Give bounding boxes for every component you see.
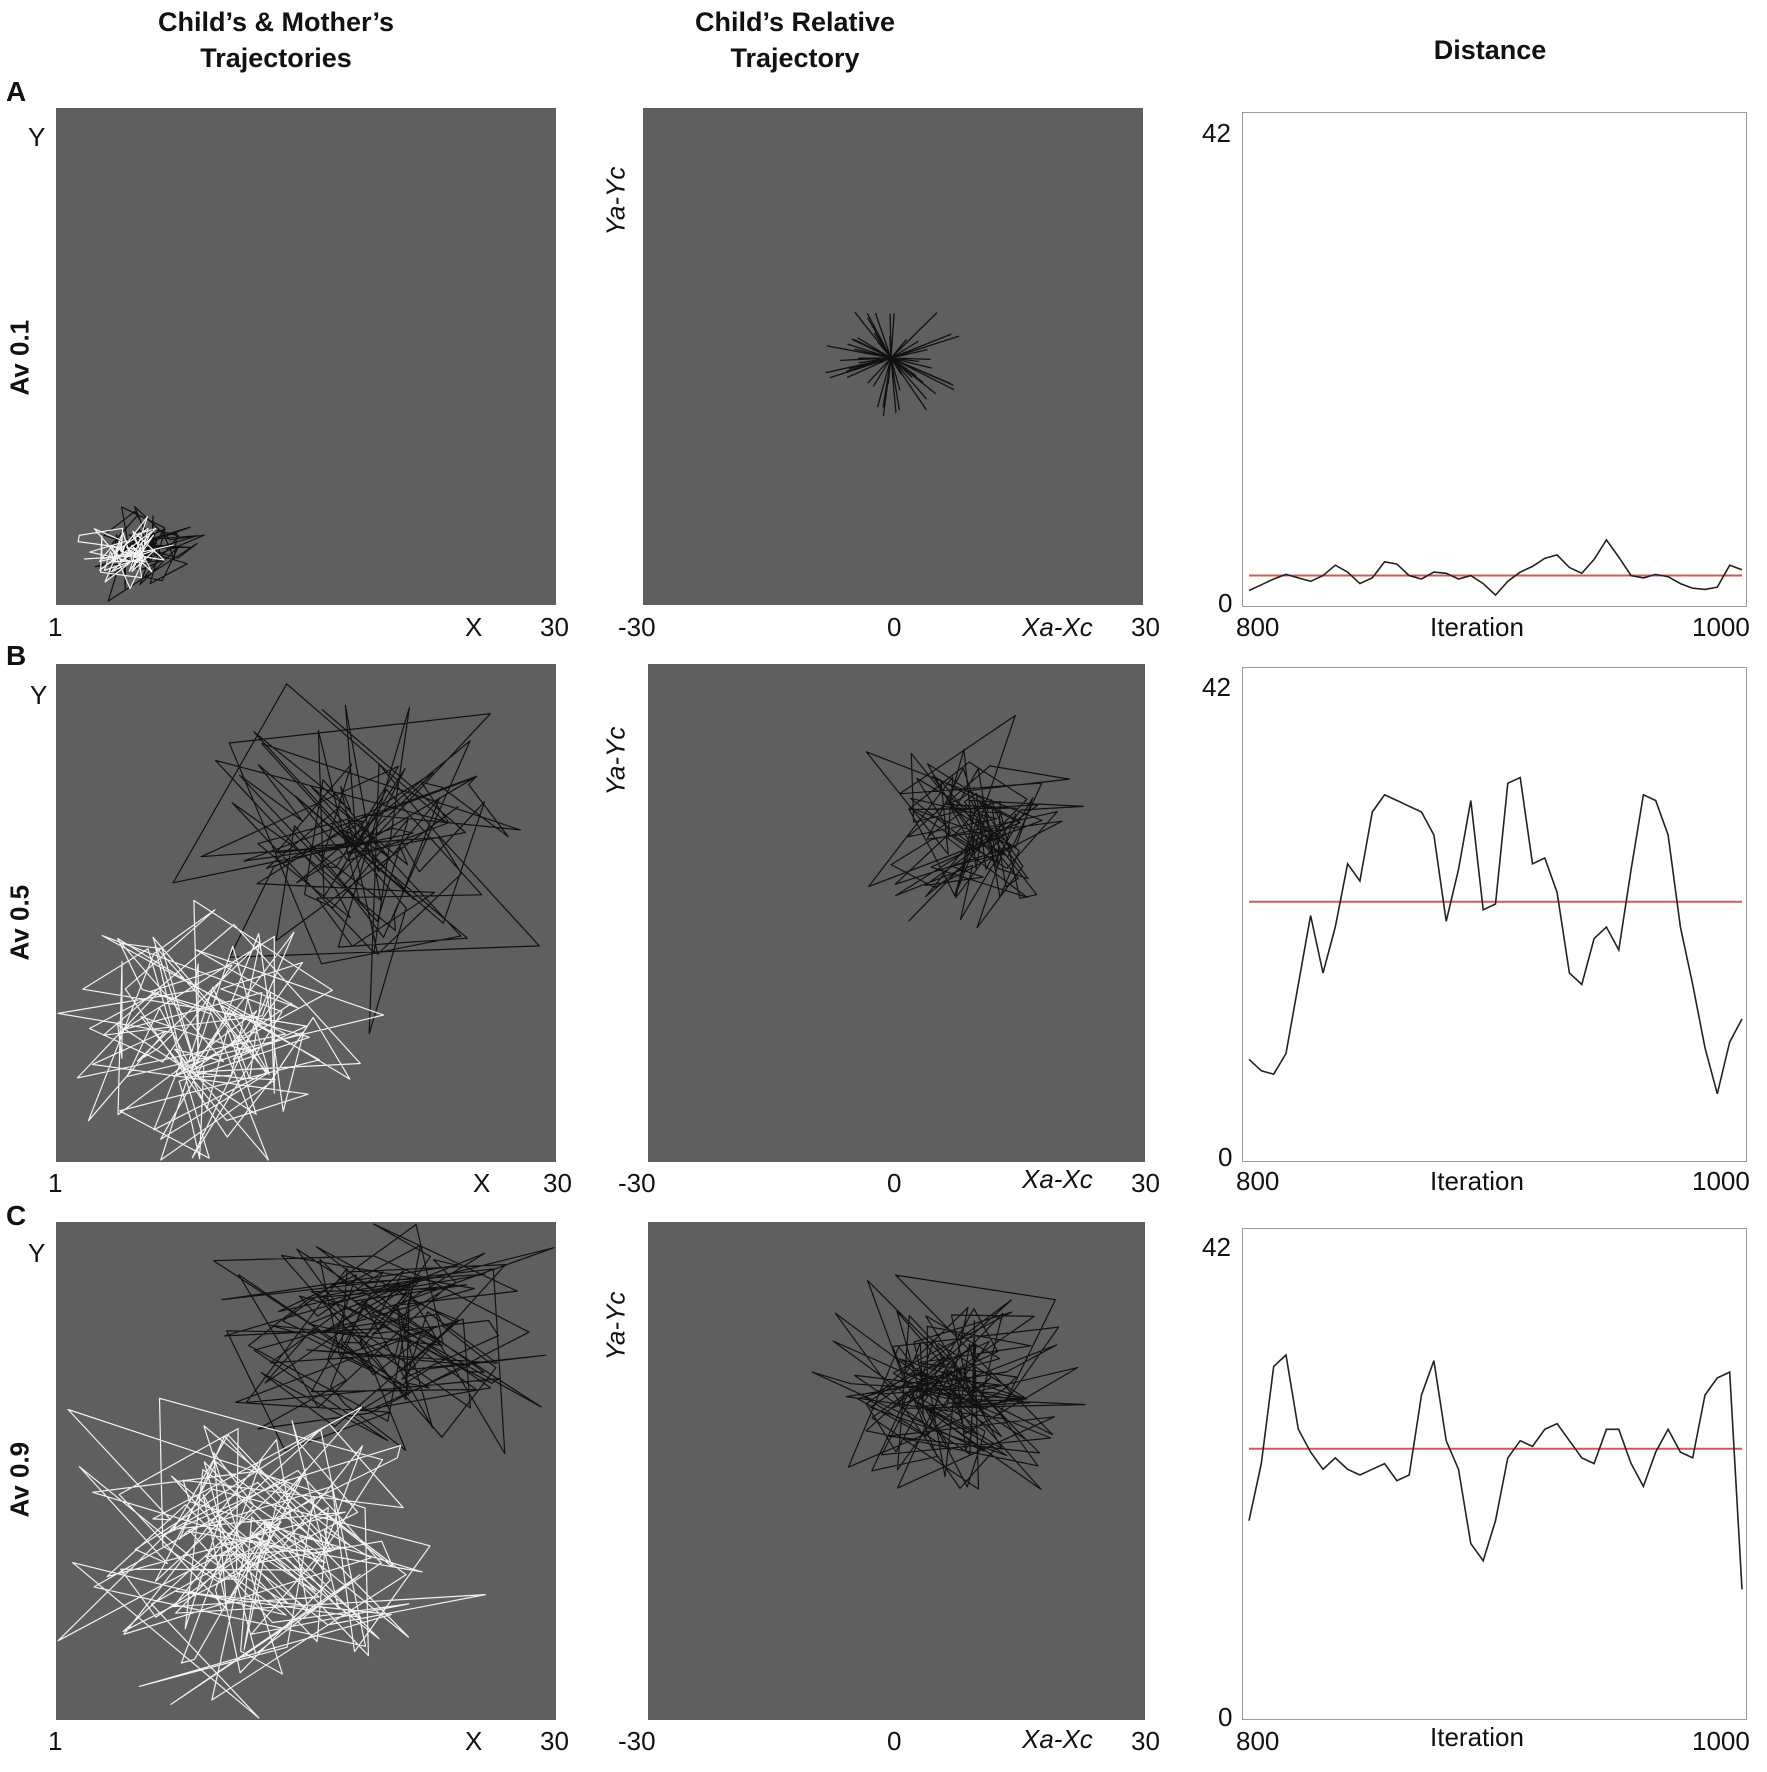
- dist-y-min-a: 0: [1218, 588, 1233, 618]
- abs-x-min-c: 1: [48, 1726, 63, 1756]
- row-label-c: Av 0.9: [4, 1441, 35, 1518]
- dist-x-label-c: Iteration: [1430, 1722, 1524, 1752]
- distance-series-line-b: [1248, 776, 1743, 1095]
- rel-trajectory-svg-b: [865, 714, 1084, 929]
- dist-x-min-c: 800: [1236, 1726, 1280, 1756]
- rel-y-label-a: Ya-Yc: [600, 166, 631, 236]
- abs-trajectory-svg-a: [77, 506, 205, 602]
- mother-trajectory-b: [57, 899, 385, 1161]
- rel-trajectory-plot-b: [648, 664, 1145, 1162]
- dist-y-max-b: 42: [1202, 672, 1231, 702]
- dist-y-min-b: 0: [1218, 1142, 1233, 1172]
- abs-trajectory-plot-b: [56, 664, 556, 1162]
- abs-trajectory-svg-b: [57, 683, 540, 1161]
- rel-x-label-b: Xa-Xc: [1022, 1164, 1093, 1194]
- abs-x-max-a: 30: [540, 612, 569, 642]
- rel-x-min-b: -30: [618, 1168, 656, 1198]
- dist-x-label-a: Iteration: [1430, 612, 1524, 642]
- dist-y-min-c: 0: [1218, 1702, 1233, 1732]
- abs-x-min-a: 1: [48, 612, 63, 642]
- panel-letter-c: C: [6, 1200, 27, 1231]
- distance-series-line-c: [1248, 1353, 1743, 1590]
- dist-x-max-b: 1000: [1692, 1166, 1750, 1196]
- column-title-line1: Child’s Relative: [694, 7, 896, 37]
- column-title-distance: Distance: [1433, 35, 1547, 65]
- mother-trajectory-a: [77, 516, 174, 590]
- relative-trajectory-child-c: [811, 1274, 1086, 1490]
- distance-plot-a: [1242, 112, 1747, 607]
- rel-trajectory-svg-c: [811, 1274, 1086, 1490]
- abs-x-label-a: X: [465, 612, 483, 642]
- rel-x-label-c: Xa-Xc: [1022, 1724, 1093, 1754]
- distance-svg-a: [1248, 538, 1743, 597]
- rel-x-max-a: 30: [1131, 612, 1160, 642]
- child-trajectory-a: [94, 506, 205, 602]
- abs-x-max-c: 30: [540, 1726, 569, 1756]
- column-title-relative: Child’s Relative Trajectory: [655, 4, 935, 76]
- rel-x-max-c: 30: [1131, 1726, 1160, 1756]
- abs-x-label-b: X: [473, 1168, 491, 1198]
- rel-y-label-c: Ya-Yc: [600, 1291, 631, 1361]
- distance-svg-b: [1248, 776, 1743, 1095]
- relative-trajectory-child-b: [865, 714, 1084, 929]
- rel-trajectory-svg-a: [825, 311, 960, 416]
- rel-x-zero-b: 0: [887, 1168, 902, 1198]
- dist-x-label-b: Iteration: [1430, 1166, 1524, 1196]
- abs-trajectory-plot-a: [56, 108, 556, 605]
- abs-x-label-c: X: [465, 1726, 483, 1756]
- rel-x-zero-a: 0: [887, 612, 902, 642]
- panel-letter-b: B: [6, 640, 27, 671]
- rel-trajectory-plot-c: [648, 1222, 1145, 1720]
- dist-x-max-c: 1000: [1692, 1726, 1750, 1756]
- column-title-line1: Child’s & Mother’s: [157, 7, 394, 37]
- abs-x-max-b: 30: [543, 1168, 572, 1198]
- rel-x-min-c: -30: [618, 1726, 656, 1756]
- row-label-b: Av 0.5: [4, 884, 35, 961]
- rel-y-label-b: Ya-Yc: [600, 726, 631, 796]
- abs-trajectory-plot-c: [56, 1222, 556, 1720]
- rel-x-max-b: 30: [1131, 1168, 1160, 1198]
- dist-y-max-a: 42: [1202, 118, 1231, 148]
- abs-y-label-a: Y: [28, 122, 46, 152]
- distance-series-line-a: [1248, 538, 1743, 597]
- dist-y-max-c: 42: [1202, 1232, 1231, 1262]
- abs-y-label-b: Y: [30, 680, 48, 710]
- distance-plot-b: [1242, 667, 1747, 1162]
- rel-x-min-a: -30: [618, 612, 656, 642]
- distance-plot-c: [1242, 1228, 1747, 1720]
- dist-x-max-a: 1000: [1692, 612, 1750, 642]
- rel-trajectory-plot-a: [643, 108, 1143, 605]
- column-title-line2: Trajectory: [730, 43, 860, 73]
- rel-x-zero-c: 0: [887, 1726, 902, 1756]
- panel-letter-a: A: [6, 76, 27, 107]
- abs-y-label-c: Y: [28, 1238, 46, 1268]
- mother-trajectory-c: [57, 1397, 486, 1719]
- child-trajectory-c: [213, 1223, 555, 1455]
- row-label-a: Av 0.1: [4, 319, 35, 396]
- rel-x-label-a: Xa-Xc: [1022, 612, 1093, 642]
- dist-x-min-a: 800: [1236, 612, 1280, 642]
- abs-x-min-b: 1: [48, 1168, 63, 1198]
- distance-svg-c: [1248, 1353, 1743, 1590]
- column-title-trajectories: Child’s & Mother’s Trajectories: [126, 4, 426, 76]
- abs-trajectory-svg-c: [57, 1223, 555, 1719]
- dist-x-min-b: 800: [1236, 1166, 1280, 1196]
- relative-trajectory-child-a: [825, 311, 960, 416]
- column-title-line2: Trajectories: [200, 43, 352, 73]
- child-trajectory-b: [172, 683, 540, 1035]
